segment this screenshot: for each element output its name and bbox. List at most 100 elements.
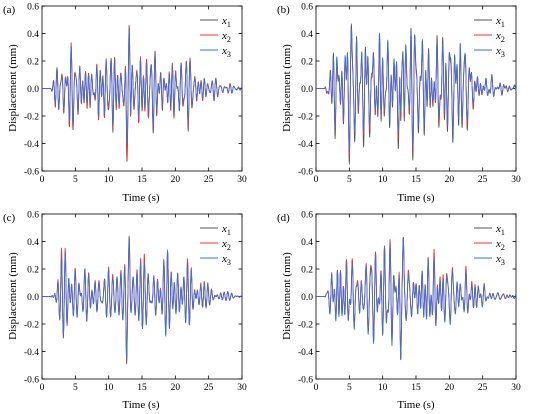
x-tick-label: 15 (137, 383, 147, 393)
series-line-x3 (41, 236, 243, 359)
y-tick-label: -0.6 (24, 375, 39, 385)
panel-d: (d) Displacement (mm) Time (s) 0 5 10 15 20 2… (277, 210, 521, 411)
series-line-x1 (315, 236, 517, 361)
panel-label: (d) (277, 212, 290, 224)
x-tick-label: 0 (314, 383, 319, 393)
y-tick-label: 0.0 (27, 293, 39, 303)
panel-label: (b) (277, 4, 290, 16)
series-line-x2 (41, 235, 243, 361)
x-tick-label: 0 (40, 175, 45, 185)
plot-frame (315, 5, 517, 172)
legend-label: x1 (221, 223, 231, 237)
y-tick-label: 0.2 (27, 265, 39, 275)
y-tick-label: 0.4 (301, 30, 313, 40)
y-tick-label: -0.4 (298, 348, 313, 358)
y-tick-label: -0.6 (298, 375, 313, 385)
y-tick-label: 0.6 (27, 210, 39, 220)
y-tick-label: -0.6 (298, 167, 313, 177)
y-axis-title: Displacement (mm) (281, 44, 293, 132)
y-tick-label: -0.2 (298, 112, 313, 122)
x-axis-title: Time (s) (397, 399, 435, 411)
x-tick-label: 20 (171, 383, 181, 393)
legend-label: x2 (221, 238, 231, 252)
x-tick-label: 25 (478, 383, 488, 393)
x-axis-title: Time (s) (122, 192, 160, 204)
y-axis-title: Displacement (mm) (281, 252, 293, 340)
y-tick-label: -0.6 (24, 167, 39, 177)
series-line-x3 (315, 28, 517, 151)
x-tick-label: 10 (104, 383, 114, 393)
x-tick-label: 30 (511, 383, 521, 393)
plot-area: 0 5 10 15 20 25 30 -0.6 -0.4 -0.2 0.0 0.2 0.4 0.6 x1x2… (298, 2, 521, 185)
panel-b: (b) Displacement (mm) Time (s) 0 5 10 15 20 2… (277, 2, 521, 204)
panel-c: (c) Displacement (mm) Time (s) 0 5 10 15 20 2… (3, 210, 247, 411)
y-axis-title: Displacement (mm) (7, 252, 19, 340)
x-tick-label: 10 (104, 175, 114, 185)
x-tick-label: 25 (204, 383, 214, 393)
y-tick-label: -0.2 (24, 320, 39, 330)
x-axis-title: Time (s) (397, 192, 435, 204)
y-tick-label: 0.4 (27, 238, 39, 248)
plot-area: 0 5 10 15 20 25 30 -0.6 -0.4 -0.2 0.0 0.2 0.4 0.6 x1x2… (298, 210, 521, 393)
y-tick-label: -0.2 (24, 112, 39, 122)
x-tick-label: 30 (511, 175, 521, 185)
y-axis-title: Displacement (mm) (7, 44, 19, 132)
panel-label: (a) (3, 4, 16, 16)
panel-a: (a) Displacement (mm) Time (s) 0 5 10 15 20 2… (3, 2, 247, 204)
y-tick-label: -0.4 (24, 348, 39, 358)
x-tick-label: 15 (137, 175, 147, 185)
legend-label: x1 (221, 15, 231, 29)
x-tick-label: 5 (347, 383, 352, 393)
series-line-x3 (41, 28, 243, 144)
x-tick-label: 15 (411, 175, 421, 185)
y-tick-label: -0.2 (298, 320, 313, 330)
series-line-x1 (315, 23, 517, 165)
y-tick-label: 0.4 (27, 30, 39, 40)
y-tick-label: 0.6 (301, 2, 313, 12)
x-tick-label: 30 (237, 383, 247, 393)
x-tick-label: 20 (445, 175, 455, 185)
x-tick-label: 10 (378, 383, 388, 393)
y-tick-label: 0.4 (301, 238, 313, 248)
legend-label: x3 (221, 253, 231, 267)
y-tick-label: 0.2 (301, 265, 313, 275)
x-axis-title: Time (s) (122, 399, 160, 411)
y-tick-label: 0.2 (301, 57, 313, 67)
y-tick-label: 0.6 (301, 210, 313, 220)
legend-label: x1 (495, 15, 505, 29)
legend-label: x2 (495, 30, 505, 44)
x-tick-label: 5 (73, 175, 78, 185)
x-tick-label: 5 (73, 383, 78, 393)
panel-label: (c) (3, 212, 16, 224)
x-tick-label: 0 (40, 383, 45, 393)
x-tick-label: 25 (204, 175, 214, 185)
legend-label: x3 (495, 45, 505, 59)
plot-frame (315, 213, 517, 380)
x-tick-label: 25 (478, 175, 488, 185)
x-tick-label: 20 (171, 175, 181, 185)
y-tick-label: 0.0 (27, 85, 39, 95)
x-tick-label: 0 (314, 175, 319, 185)
y-tick-label: 0.6 (27, 2, 39, 12)
x-tick-label: 15 (411, 383, 421, 393)
y-tick-label: 0.2 (27, 57, 39, 67)
x-tick-label: 5 (347, 175, 352, 185)
x-tick-label: 20 (445, 383, 455, 393)
legend-label: x3 (221, 45, 231, 59)
legend-label: x2 (495, 238, 505, 252)
y-tick-label: 0.0 (301, 293, 313, 303)
legend-label: x2 (221, 30, 231, 44)
legend-label: x3 (495, 253, 505, 267)
y-tick-label: 0.0 (301, 85, 313, 95)
y-tick-label: -0.4 (24, 140, 39, 150)
plot-area: 0 5 10 15 20 25 30 -0.6 -0.4 -0.2 0.0 0.2 0.4 0.6 x1x2… (24, 210, 247, 393)
legend-label: x1 (495, 223, 505, 237)
series-line-x3 (315, 236, 517, 359)
y-tick-label: -0.4 (298, 140, 313, 150)
x-tick-label: 30 (237, 175, 247, 185)
series-line-x2 (315, 28, 517, 157)
x-tick-label: 10 (378, 175, 388, 185)
series-line-x2 (315, 236, 517, 361)
plot-area: 0 5 10 15 20 25 30 -0.6 -0.4 -0.2 0.0 0.2 0.4 0.6 x1x2… (24, 2, 247, 185)
